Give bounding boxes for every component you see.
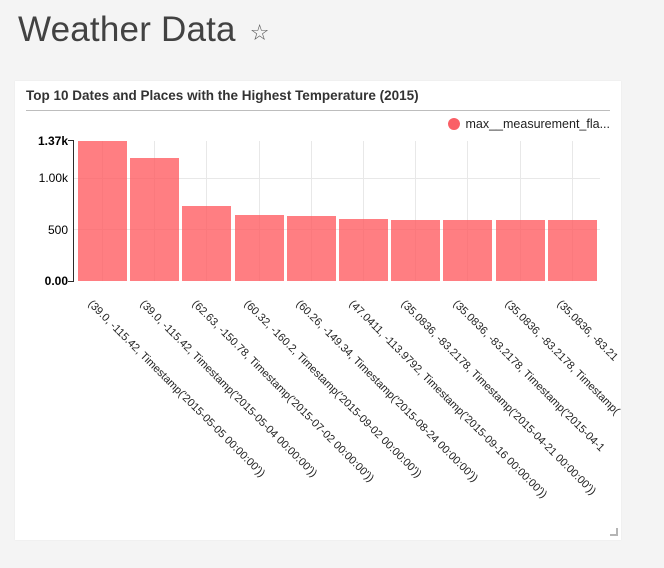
- x-axis-tick-label: (39.0, -115.42, Timestamp('2015-05-05 00…: [85, 298, 267, 480]
- horizontal-gridline: [74, 229, 600, 231]
- bar[interactable]: [443, 220, 493, 281]
- legend-series-dot-icon: [448, 118, 461, 130]
- bar[interactable]: [182, 206, 232, 281]
- vertical-gridline: [467, 140, 469, 281]
- legend-series-label: max__measurement_fla...: [465, 117, 610, 131]
- x-axis-tick-label: (60.32, -160.2, Timestamp('2015-09-02 00…: [241, 298, 424, 481]
- x-axis-tick-label: (62.63, -150.78, Timestamp('2015-07-02 0…: [189, 298, 376, 485]
- chart-title: Top 10 Dates and Places with the Highest…: [26, 88, 419, 103]
- y-axis-tick-label: 1.00k: [38, 171, 68, 186]
- y-axis-tick-label: 1.37k: [37, 133, 68, 148]
- x-axis-tick-label: (39.0, -115.42, Timestamp('2015-05-04 00…: [137, 298, 319, 480]
- dashboard-title: Weather Data: [18, 10, 236, 49]
- x-axis-tick-label: (47.0411, -113.9792, Timestamp('2015-09-…: [346, 298, 549, 501]
- title-divider: [26, 110, 610, 111]
- bar[interactable]: [339, 219, 388, 281]
- vertical-gridline: [310, 140, 312, 281]
- y-axis-tick-label: 0.00: [44, 274, 68, 288]
- x-axis-tick-label: (35.0836, -83.2178, Timestamp('2015-04-2…: [398, 298, 598, 498]
- bar[interactable]: [495, 220, 545, 281]
- page-header: Weather Data ☆: [18, 10, 269, 50]
- bar-chart-plot-area: 0.00 500 1.00k 1.37k (39.0, -115.42, Timesta…: [15, 81, 621, 540]
- chart-card: Top 10 Dates and Places with the Highest…: [15, 81, 621, 540]
- horizontal-gridline: [74, 177, 600, 179]
- y-axis-tick-mark: [68, 140, 73, 141]
- vertical-gridline: [519, 140, 521, 281]
- bar[interactable]: [130, 157, 180, 281]
- bar[interactable]: [391, 220, 441, 281]
- bar[interactable]: [547, 220, 597, 281]
- vertical-gridline: [415, 140, 417, 281]
- y-axis-tick-label: 500: [47, 222, 68, 237]
- bar[interactable]: [286, 215, 336, 281]
- favorite-star-icon[interactable]: ☆: [249, 20, 270, 45]
- vertical-gridline: [258, 140, 260, 281]
- legend-item[interactable]: max__measurement_fla...: [448, 117, 610, 131]
- bar[interactable]: [78, 140, 127, 281]
- x-axis-tick-label: (60.26, -149.34, Timestamp('2015-08-24 0…: [293, 298, 481, 485]
- y-axis-line: [73, 140, 74, 282]
- card-resize-handle-icon[interactable]: [610, 528, 618, 536]
- vertical-gridline: [571, 140, 573, 281]
- x-axis-tick-label: (35.0836, -83.2178, Timestamp(: [502, 298, 621, 418]
- y-axis-tick-mark: [68, 280, 73, 282]
- vertical-gridline: [363, 140, 364, 281]
- bar[interactable]: [234, 214, 284, 281]
